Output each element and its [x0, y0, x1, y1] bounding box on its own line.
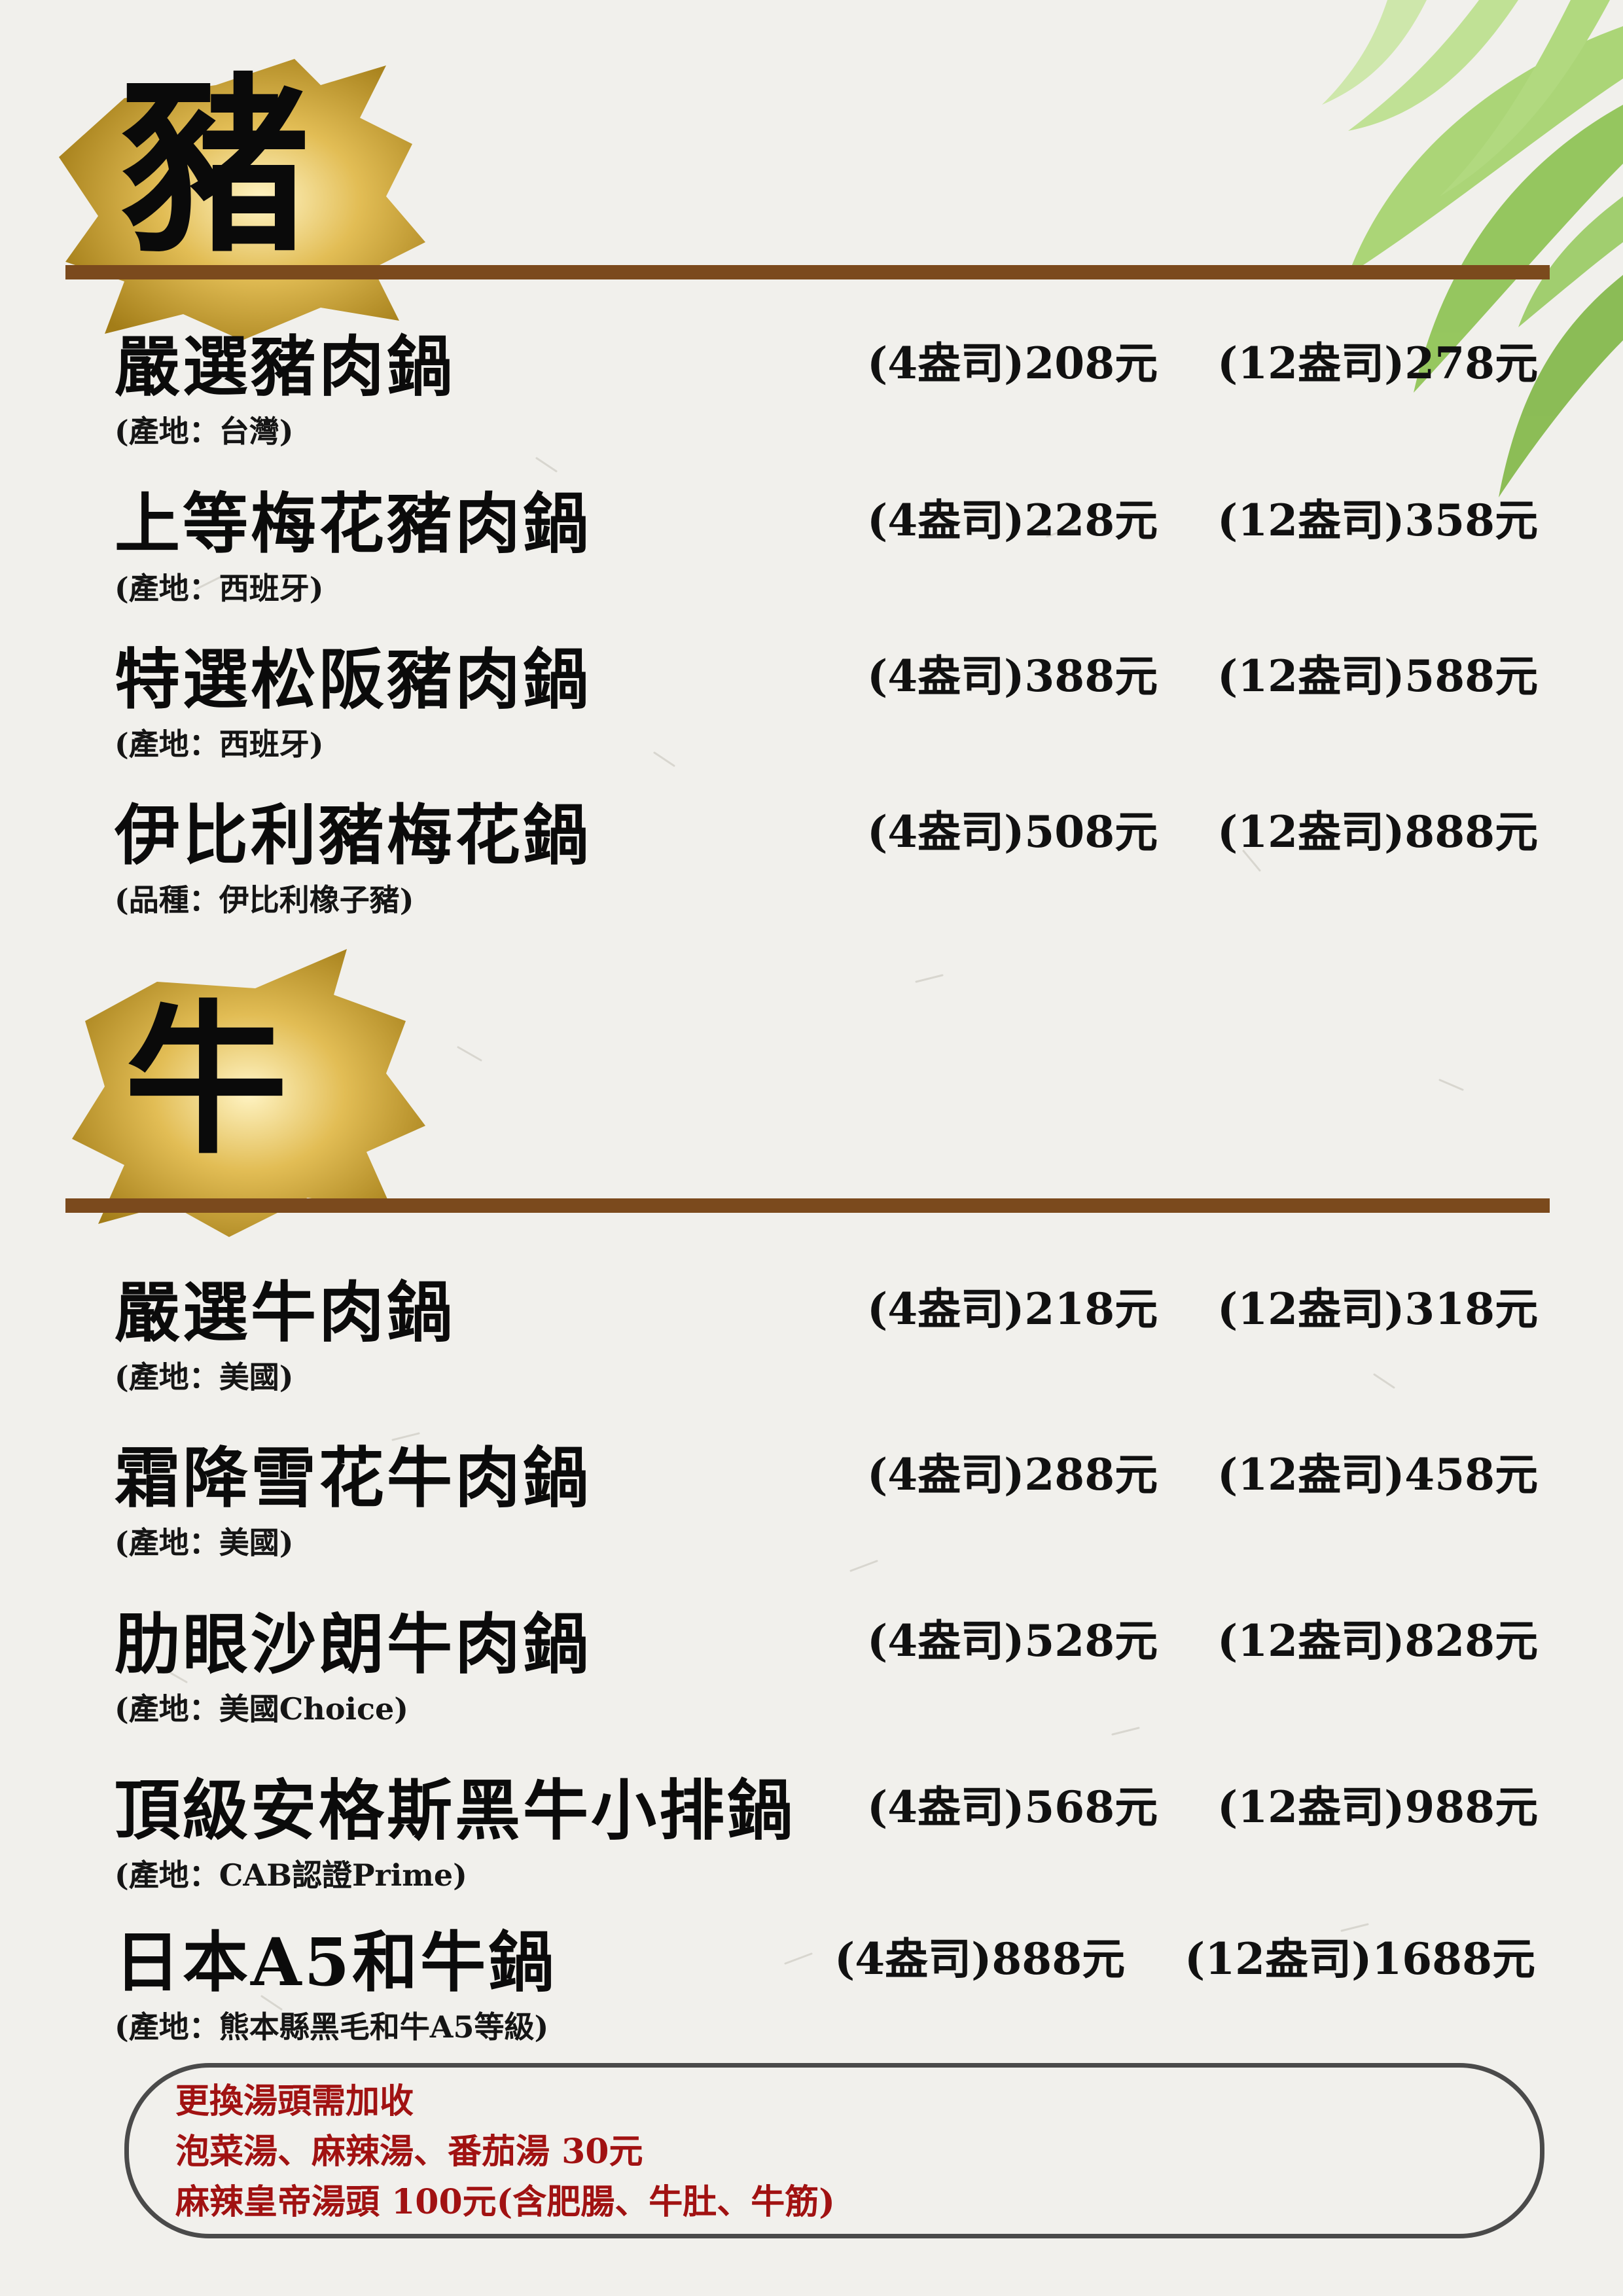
price-4oz: (4盎司)568元 [867, 1782, 1158, 1833]
price-12oz: (12盎司)828元 [1217, 1615, 1539, 1666]
note-soup-options: 泡菜湯、麻辣湯、番茄湯 30元 [175, 2132, 643, 2172]
price-12oz: (12盎司)1688元 [1185, 1933, 1535, 1984]
item-origin: (產地：熊本縣黑毛和牛A5等級) [115, 2009, 549, 2045]
price-4oz: (4盎司)508元 [867, 806, 1158, 857]
item-origin: (產地：台灣) [115, 414, 294, 449]
item-origin: (品種：伊比利橡子豬) [115, 882, 414, 918]
item-origin: (產地：西班牙) [115, 726, 324, 762]
item-name: 肋眼沙朗牛肉鍋 [115, 1605, 591, 1683]
item-name: 頂級安格斯黑牛小排鍋 [115, 1772, 795, 1849]
price-4oz: (4盎司)208元 [867, 338, 1158, 389]
price-4oz: (4盎司)388元 [867, 651, 1158, 702]
price-4oz: (4盎司)528元 [867, 1615, 1158, 1666]
item-name: 伊比利豬梅花鍋 [115, 797, 591, 874]
item-origin: (產地：西班牙) [115, 571, 324, 606]
item-name: 嚴選牛肉鍋 [115, 1274, 455, 1351]
price-12oz: (12盎司)458元 [1217, 1449, 1539, 1500]
item-origin: (產地：CAB認證Prime) [115, 1857, 467, 1893]
price-12oz: (12盎司)888元 [1217, 806, 1539, 857]
price-12oz: (12盎司)588元 [1217, 651, 1539, 702]
bamboo-leaves-decoration [1322, 0, 1623, 497]
beef-section-divider [65, 1198, 1550, 1213]
item-origin: (產地：美國Choice) [115, 1691, 409, 1727]
price-12oz: (12盎司)988元 [1217, 1782, 1539, 1833]
item-origin: (產地：美國) [115, 1525, 294, 1560]
item-name: 上等梅花豬肉鍋 [115, 485, 591, 562]
price-12oz: (12盎司)278元 [1217, 338, 1539, 389]
soup-surcharge-note [124, 2063, 1544, 2238]
price-4oz: (4盎司)218元 [867, 1283, 1158, 1335]
note-emperor-soup: 麻辣皇帝湯頭 100元(含肥腸、牛肚、牛筋) [175, 2182, 835, 2222]
price-4oz: (4盎司)288元 [867, 1449, 1158, 1500]
beef-section-heading: 牛 [124, 984, 288, 1176]
item-name: 特選松阪豬肉鍋 [115, 641, 591, 718]
pork-section-heading: 豬 [121, 56, 311, 278]
price-12oz: (12盎司)358元 [1217, 495, 1539, 546]
note-title: 更換湯頭需加收 [175, 2081, 414, 2121]
item-name: 霜降雪花牛肉鍋 [115, 1439, 591, 1516]
gold-brush-stroke [72, 949, 425, 1237]
pork-section-divider [65, 265, 1550, 279]
item-name: 日本A5和牛鍋 [115, 1924, 557, 2001]
price-12oz: (12盎司)318元 [1217, 1283, 1539, 1335]
price-4oz: (4盎司)888元 [834, 1933, 1126, 1984]
item-name: 嚴選豬肉鍋 [115, 328, 455, 405]
price-4oz: (4盎司)228元 [867, 495, 1158, 546]
item-origin: (產地：美國) [115, 1359, 294, 1395]
